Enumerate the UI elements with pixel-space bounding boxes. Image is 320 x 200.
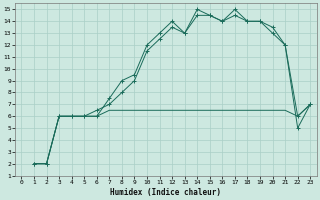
X-axis label: Humidex (Indice chaleur): Humidex (Indice chaleur): [110, 188, 221, 197]
